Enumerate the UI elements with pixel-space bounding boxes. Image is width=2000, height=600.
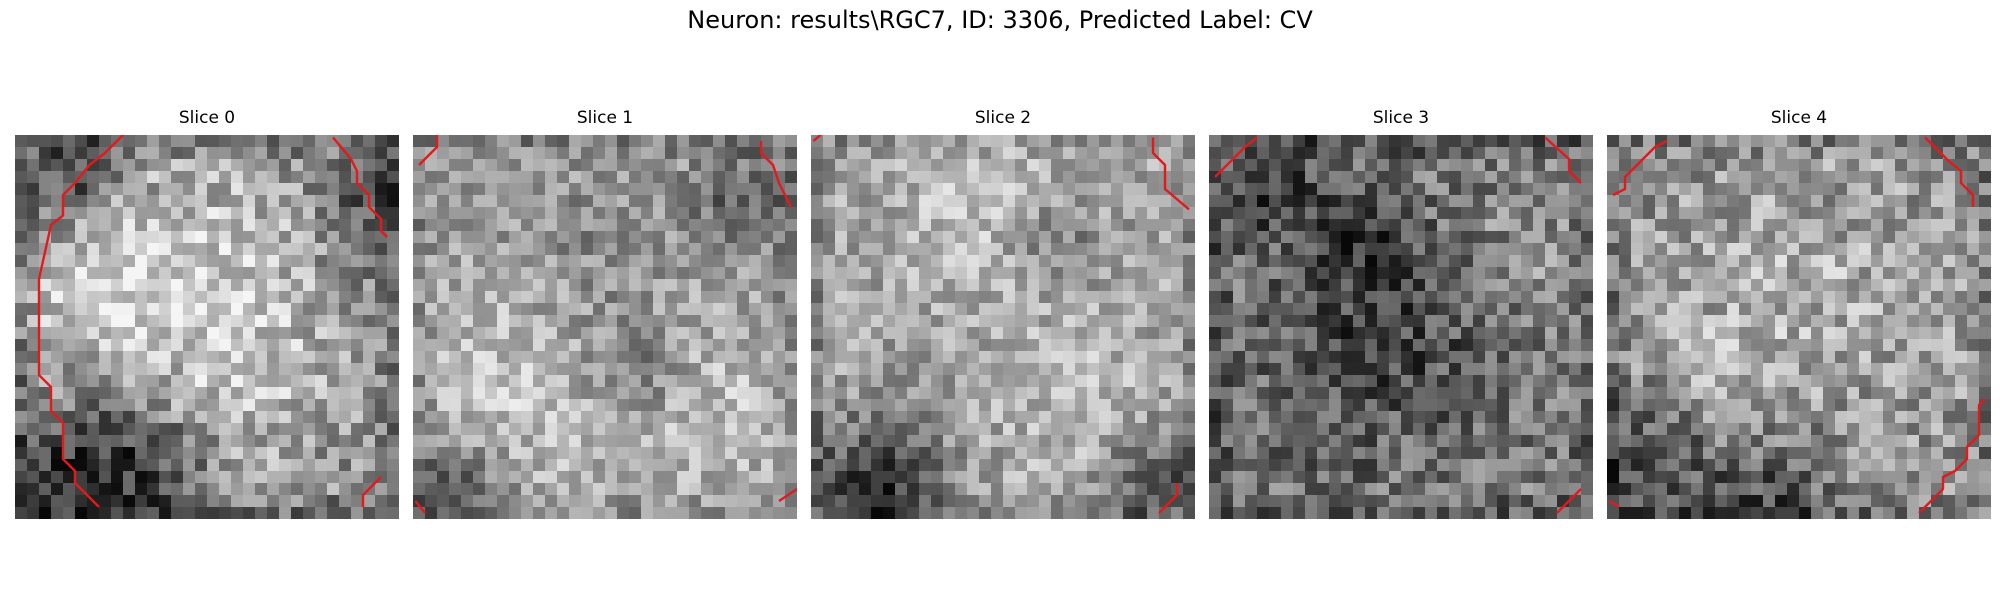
contour-line-1 bbox=[1544, 136, 1582, 184]
contour-line-2 bbox=[361, 476, 382, 507]
contour-line-1 bbox=[1151, 137, 1190, 211]
slice-title-0: Slice 0 bbox=[178, 108, 236, 128]
slice-title-1: Slice 1 bbox=[576, 108, 634, 128]
slice-title-3: Slice 3 bbox=[1372, 108, 1430, 128]
contour-line-2 bbox=[1918, 398, 1986, 514]
slice-image-1 bbox=[413, 135, 797, 519]
slice-title-2: Slice 2 bbox=[974, 108, 1032, 128]
figure-title: Neuron: results\RGC7, ID: 3306, Predicte… bbox=[687, 6, 1313, 34]
slice-image-0 bbox=[15, 135, 399, 519]
contour-line-3 bbox=[1608, 499, 1620, 509]
slice-title-4: Slice 4 bbox=[1770, 108, 1828, 128]
contour-line-2 bbox=[1556, 488, 1582, 514]
contour-line-0 bbox=[418, 135, 439, 166]
contour-line-0 bbox=[1214, 136, 1258, 178]
contour-line-0 bbox=[812, 135, 822, 142]
contour-line-1 bbox=[759, 141, 793, 208]
slice-image-2 bbox=[811, 135, 1195, 519]
contour-line-3 bbox=[778, 488, 797, 502]
contour-line-2 bbox=[414, 500, 426, 514]
slice-image-3 bbox=[1209, 135, 1593, 519]
contour-line-0 bbox=[1612, 139, 1668, 197]
slice-image-4 bbox=[1607, 135, 1991, 519]
contour-line-0 bbox=[37, 135, 124, 508]
contour-line-1 bbox=[332, 136, 388, 238]
contour-line-1 bbox=[1924, 136, 1975, 207]
contour-line-2 bbox=[1158, 483, 1179, 514]
